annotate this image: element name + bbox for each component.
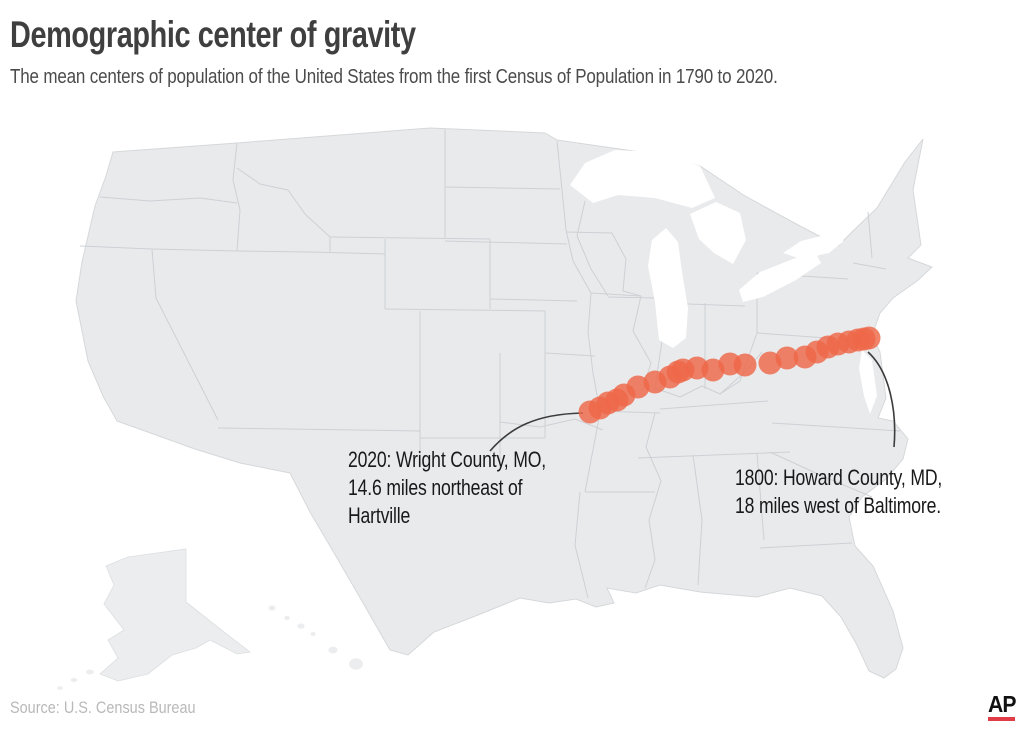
annotation-1800-line1: 1800: Howard County, MD,: [735, 465, 943, 490]
alaska-outline: [99, 548, 251, 682]
hawaii-islands: [268, 605, 363, 670]
center-dot-1790: [857, 326, 881, 350]
annotation-1800-line2: 18 miles west of Baltimore.: [735, 493, 941, 518]
lower48-outline: [75, 127, 933, 679]
lake-erie: [739, 252, 821, 302]
leader-line-2020: [489, 412, 584, 452]
source-credit: Source: U.S. Census Bureau: [10, 698, 196, 717]
annotation-1800: 1800: Howard County, MD, 18 miles west o…: [735, 464, 942, 520]
page-title: Demographic center of gravity: [10, 14, 416, 55]
great-lakes: [570, 150, 877, 414]
lake-ontario: [783, 234, 844, 259]
lake-michigan: [648, 228, 688, 348]
ap-logo-text: AP: [988, 691, 1016, 717]
lake-superior: [570, 150, 715, 208]
population-dots: [578, 326, 881, 424]
leader-line-1800: [867, 351, 896, 448]
annotation-2020-line2: 14.6 miles northeast of: [348, 475, 523, 500]
aleutian-islands: [57, 669, 94, 690]
ap-logo-underline: [988, 717, 1015, 721]
annotation-2020-line3: Hartville: [348, 503, 411, 528]
center-dot-1870: [775, 346, 799, 370]
annotation-2020: 2020: Wright County, MO, 14.6 miles nort…: [348, 446, 546, 530]
annotation-2020-line1: 2020: Wright County, MO,: [348, 447, 546, 472]
center-dot-1890: [733, 353, 757, 377]
lake-huron: [690, 202, 746, 264]
ap-logo: AP: [988, 692, 1018, 721]
page-subtitle: The mean centers of population of the Un…: [10, 66, 778, 88]
leader-lines: [489, 351, 896, 452]
chesapeake-bay: [859, 350, 877, 414]
